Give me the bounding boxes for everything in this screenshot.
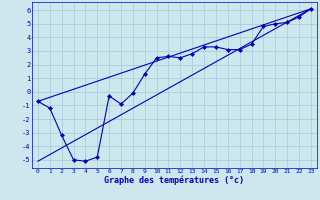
X-axis label: Graphe des températures (°c): Graphe des températures (°c) xyxy=(104,176,244,185)
